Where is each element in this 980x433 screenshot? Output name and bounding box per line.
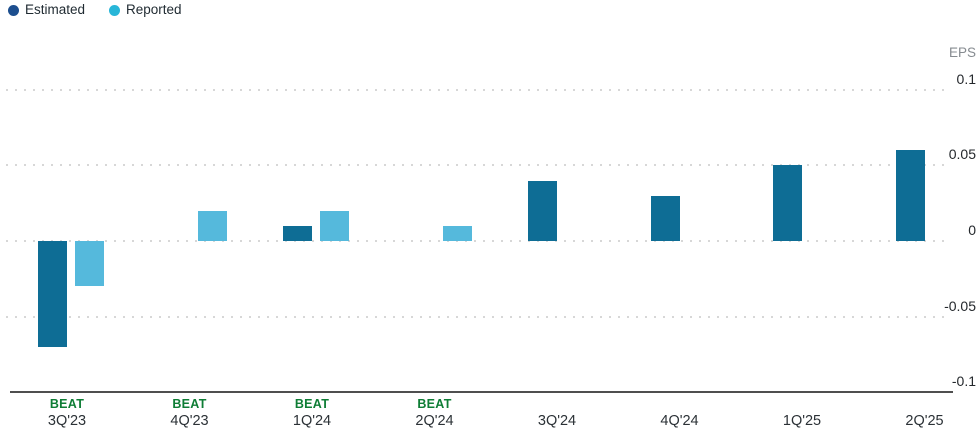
bar-reported-4q23[interactable] bbox=[197, 210, 227, 241]
estimated-series-dot-icon bbox=[8, 4, 19, 16]
x-axis-line bbox=[10, 391, 953, 394]
bar-estimated-3q23[interactable] bbox=[38, 241, 67, 347]
y-tick-label-0.1: 0.1 bbox=[956, 70, 976, 87]
gridline--0.05 bbox=[6, 315, 948, 318]
x-category-label-3q23: 3Q'23 bbox=[47, 413, 87, 429]
gridline-0 bbox=[6, 240, 948, 242]
bar-estimated-2q25[interactable] bbox=[895, 150, 925, 241]
legend-label-reported: Reported bbox=[126, 2, 182, 17]
legend-label-estimated: Estimated bbox=[25, 2, 86, 17]
beat-badge-2q24: BEAT bbox=[417, 397, 452, 411]
x-category-label-1q25: 1Q'25 bbox=[782, 413, 822, 429]
bar-reported-3q23[interactable] bbox=[75, 241, 104, 287]
y-tick-label-0.05: 0.05 bbox=[948, 146, 976, 163]
beat-badge-3q23: BEAT bbox=[49, 397, 85, 411]
legend-item-reported[interactable]: Reported bbox=[109, 1, 182, 19]
x-category-label-4q24: 4Q'24 bbox=[660, 413, 699, 429]
bar-estimated-1q25[interactable] bbox=[773, 165, 802, 241]
x-category-label-1q24: 1Q'24 bbox=[292, 413, 332, 429]
gridline-0.1 bbox=[6, 88, 948, 91]
bar-reported-1q24[interactable] bbox=[320, 210, 349, 241]
x-category-label-2q25: 2Q'25 bbox=[905, 413, 944, 429]
legend-item-estimated[interactable]: Estimated bbox=[8, 1, 85, 19]
y-tick-label--0.05: -0.05 bbox=[944, 297, 976, 314]
beat-badge-4q23: BEAT bbox=[172, 397, 207, 411]
beat-badge-1q24: BEAT bbox=[294, 397, 330, 411]
x-category-label-2q24: 2Q'24 bbox=[415, 413, 454, 429]
bar-estimated-1q24[interactable] bbox=[283, 225, 312, 241]
x-category-label-3q24: 3Q'24 bbox=[537, 413, 577, 429]
y-tick-label-0: 0 bbox=[968, 222, 976, 238]
x-category-label-4q23: 4Q'23 bbox=[170, 413, 209, 429]
gridline-0.05 bbox=[6, 164, 948, 167]
y-axis-unit-label: EPS bbox=[948, 45, 976, 60]
legend: Estimated Reported bbox=[8, 1, 206, 19]
y-tick-label--0.1: -0.1 bbox=[951, 373, 976, 390]
bar-estimated-4q24[interactable] bbox=[650, 195, 680, 241]
bar-reported-2q24[interactable] bbox=[442, 225, 472, 241]
reported-series-dot-icon bbox=[109, 4, 121, 16]
bar-estimated-3q24[interactable] bbox=[528, 180, 557, 241]
